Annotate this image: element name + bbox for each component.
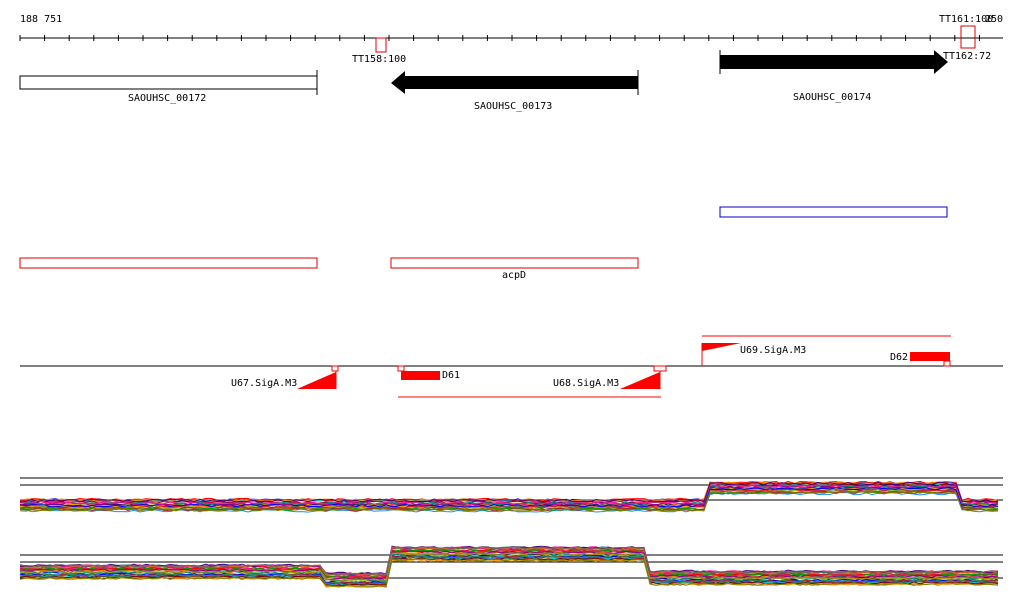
promoter-label-u68: U68.SigA.M3 (553, 378, 620, 389)
ruler-start-label: 188 751 (20, 14, 63, 25)
terminator-marker-tt161[interactable] (960, 25, 976, 49)
gene-label-saouhsc-00172: SAOUHSC_00172 (128, 93, 207, 104)
expression-panel-top (19, 477, 1003, 513)
annotation-label-acpd: acpD (502, 270, 527, 281)
promoter-label-u67: U67.SigA.M3 (231, 378, 298, 389)
expression-line (19, 481, 999, 503)
promoter-u68-box (653, 365, 667, 372)
terminator-label-d61: D61 (442, 370, 461, 381)
terminator-label-tt162: TT162:72 (943, 51, 992, 62)
expression-line (19, 548, 999, 578)
expression-line (19, 552, 999, 582)
terminator-d62-box (943, 360, 951, 367)
terminator-d61-box (397, 365, 405, 372)
expression-line (19, 545, 999, 576)
annotation-red-box-acpd[interactable] (390, 257, 639, 269)
terminator-label-tt158: TT158:100 (352, 54, 407, 65)
expression-line (19, 486, 999, 508)
expression-line (19, 550, 999, 580)
gene-label-saouhsc-00173: SAOUHSC_00173 (474, 101, 553, 112)
ruler-axis (19, 35, 1003, 41)
promoter-u67-box (331, 365, 339, 372)
expression-panel-bottom (19, 545, 1003, 588)
gene-saouhsc-00174-arrow[interactable] (720, 50, 948, 74)
expression-line (19, 558, 999, 588)
gene-saouhsc-00173-arrow[interactable] (391, 71, 638, 94)
terminator-marker-tt158[interactable] (375, 37, 387, 53)
annotation-blue-box[interactable] (719, 206, 948, 218)
gene-label-saouhsc-00174: SAOUHSC_00174 (793, 92, 872, 103)
expression-line (19, 555, 999, 585)
gene-saouhsc-00172[interactable] (19, 75, 318, 90)
expression-line (19, 491, 999, 512)
annotation-red-box-1[interactable] (19, 257, 318, 269)
terminator-d62-glyph[interactable] (910, 352, 950, 361)
ruler-end-extra-label: 250 (985, 14, 1004, 25)
ruler-end-label: TT161:100 (939, 14, 994, 25)
expression-line (19, 558, 999, 588)
promoter-label-u69: U69.SigA.M3 (740, 345, 807, 356)
terminator-label-d62: D62 (890, 352, 909, 363)
expression-line (19, 484, 999, 506)
promoter-u67-glyph[interactable] (297, 372, 336, 389)
terminator-d61-glyph[interactable] (401, 371, 440, 380)
promoter-u69-glyph[interactable] (702, 343, 741, 351)
promoter-u68-glyph[interactable] (620, 372, 660, 389)
